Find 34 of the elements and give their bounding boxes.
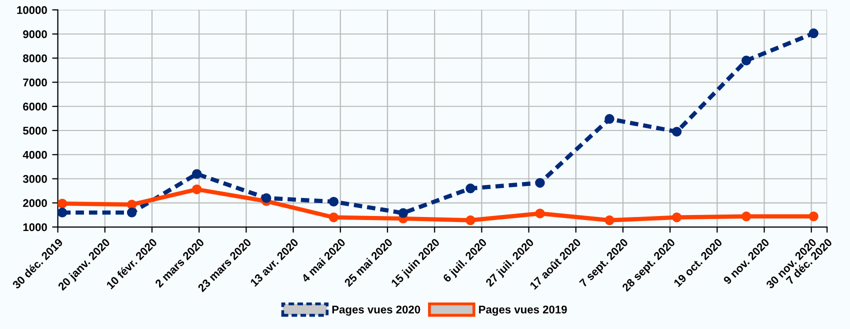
point <box>58 198 68 208</box>
point <box>58 208 68 218</box>
point <box>262 193 272 203</box>
y-tick-label: 6000 <box>23 102 47 111</box>
point <box>535 178 545 188</box>
point <box>672 126 682 137</box>
point <box>808 212 818 222</box>
y-tick-label: 3000 <box>22 175 47 183</box>
point <box>398 208 408 218</box>
point <box>126 200 137 210</box>
point <box>672 212 682 222</box>
y-tick-label: 1000 <box>23 223 47 232</box>
y-tick-label: 8000 <box>23 54 47 62</box>
point <box>604 114 614 124</box>
point <box>741 56 752 66</box>
y-tick-label: 5000 <box>23 126 47 135</box>
y-tick-label: 9000 <box>23 30 47 38</box>
point <box>126 208 137 218</box>
legend-label: Pages vues 2019 <box>479 306 567 316</box>
y-tick-label: 4000 <box>22 150 47 159</box>
legend-label: Pages vues 2020 <box>332 306 420 316</box>
point <box>808 28 818 38</box>
y-tick-label: 7000 <box>23 78 47 86</box>
point <box>328 212 339 222</box>
point <box>192 184 202 194</box>
point <box>328 196 339 207</box>
point <box>192 169 202 179</box>
point <box>466 184 476 194</box>
y-tick-label: 2000 <box>23 199 47 208</box>
point <box>466 215 476 226</box>
y-tick-label: 10000 <box>17 6 47 14</box>
point <box>535 208 545 218</box>
point <box>604 215 614 226</box>
point <box>741 212 752 222</box>
